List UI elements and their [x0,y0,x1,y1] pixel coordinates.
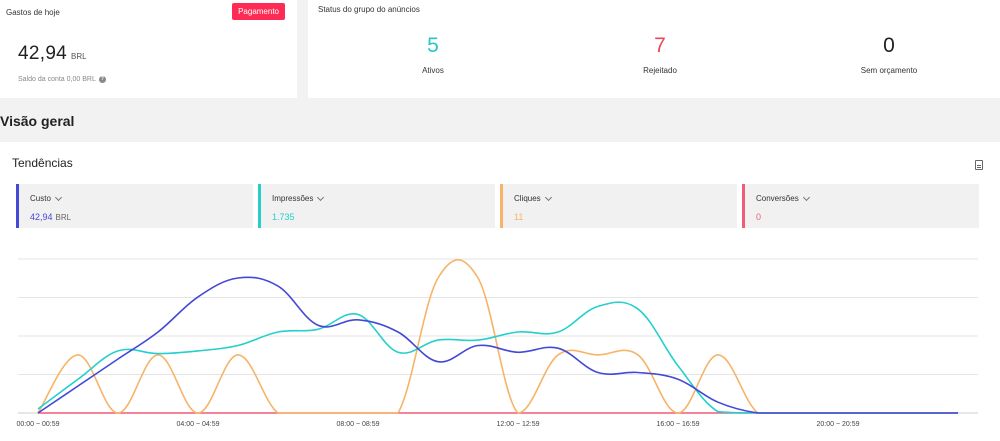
today-spend-currency: BRL [71,52,87,61]
today-spend-card: Gastos de hoje Pagamento 42,94 BRL Saldo… [0,0,297,98]
account-balance: Saldo da conta 0,00 BRL ? [18,76,106,83]
metric-clicks-label: Cliques [514,194,541,203]
x-tick-label: 00:00 ~ 00:59 [16,421,59,428]
metric-card-conversions[interactable]: Conversões 0 [742,184,979,228]
metric-card-cost[interactable]: Custo 42,94 BRL [16,184,253,228]
metric-card-clicks[interactable]: Cliques 11 [500,184,737,228]
metric-cost-label: Custo [30,194,51,203]
trends-panel: Tendências Custo 42,94 BRL Impressões 1.7… [0,142,1000,441]
x-tick-label: 20:00 ~ 20:59 [816,421,859,428]
status-active[interactable]: 5 Ativos [373,34,493,75]
trend-chart[interactable]: 00:00 ~ 00:59 04:00 ~ 04:59 08:00 ~ 08:59 1… [0,142,1000,441]
metric-impressions-label: Impressões [272,194,314,203]
series-line-custo[interactable] [37,276,958,414]
status-rejected-label: Rejeitado [643,66,677,75]
today-spend-amount: 42,94 [18,43,68,64]
x-tick-label: 04:00 ~ 04:59 [176,421,219,428]
metric-conversions-label: Conversões [756,194,799,203]
metric-conversions-value: 0 [756,212,762,222]
status-active-count: 5 [427,34,439,57]
question-circle-icon[interactable]: ? [98,76,106,83]
x-tick-label: 12:00 ~ 12:59 [496,421,539,428]
account-balance-text: Saldo da conta 0,00 BRL [18,76,96,83]
status-rejected-count: 7 [654,34,666,57]
metric-impressions-value: 1.735 [272,212,295,222]
today-spend-title: Gastos de hoje [6,8,60,17]
x-tick-label: 16:00 ~ 16:59 [656,421,699,428]
series-line-impressoes[interactable] [37,301,958,414]
x-tick-label: 08:00 ~ 08:59 [336,421,379,428]
status-active-label: Ativos [422,66,444,75]
metric-clicks-value: 11 [514,212,524,222]
ad-group-status-card: Status do grupo do anúncios 5 Ativos 7 R… [308,0,1000,98]
status-no-budget[interactable]: 0 Sem orçamento [829,34,949,75]
status-rejected[interactable]: 7 Rejeitado [600,34,720,75]
status-no-budget-count: 0 [883,34,895,57]
trends-title: Tendências [12,156,73,170]
document-icon[interactable] [975,160,983,170]
metric-cost-value: 42,94 [30,212,53,222]
metric-cost-unit: BRL [55,213,72,222]
overview-title: Visão geral [0,113,75,129]
metric-card-impressions[interactable]: Impressões 1.735 [258,184,495,228]
status-no-budget-label: Sem orçamento [860,66,918,75]
payment-button[interactable]: Pagamento [232,3,285,20]
ad-group-status-title: Status do grupo do anúncios [318,5,420,14]
